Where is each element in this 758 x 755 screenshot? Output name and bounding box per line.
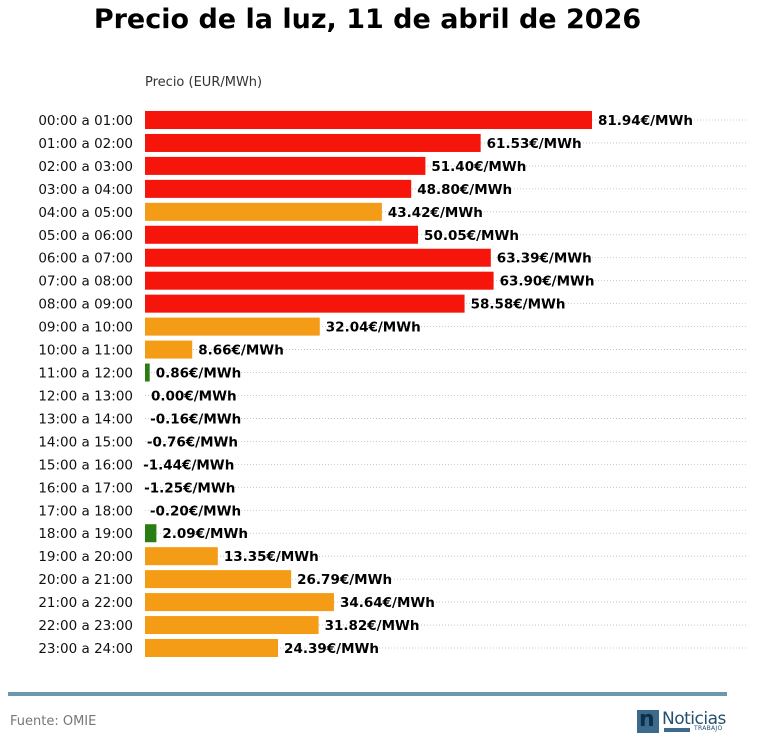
- value-label: 81.94€/MWh: [598, 113, 693, 129]
- category-label: 20:00 a 21:00: [38, 572, 133, 588]
- category-label: 22:00 a 23:00: [38, 618, 133, 634]
- value-label: 26.79€/MWh: [297, 572, 392, 588]
- value-label: 43.42€/MWh: [388, 205, 483, 221]
- value-label: 63.90€/MWh: [500, 274, 595, 290]
- bar: [145, 179, 412, 198]
- category-label: 12:00 a 13:00: [38, 388, 133, 404]
- category-label: 21:00 a 22:00: [38, 595, 133, 611]
- value-label: 31.82€/MWh: [325, 618, 420, 634]
- category-label: 23:00 a 24:00: [38, 641, 133, 657]
- category-label: 03:00 a 04:00: [38, 182, 133, 198]
- bar: [145, 363, 150, 382]
- category-label: 00:00 a 01:00: [38, 113, 133, 129]
- category-label: 09:00 a 10:00: [38, 320, 133, 336]
- chart-title: Precio de la luz, 11 de abril de 2026: [93, 4, 642, 35]
- category-label: 17:00 a 18:00: [38, 503, 133, 519]
- bar: [145, 593, 334, 612]
- bar: [145, 294, 465, 313]
- value-label: 34.64€/MWh: [340, 595, 435, 611]
- bar: [145, 639, 279, 657]
- logo-underline: [664, 728, 690, 732]
- bars: [145, 111, 592, 657]
- bar-chart: Precio (EUR/MWh) 00:00 a 01:00 01:00 a 02…: [38, 75, 748, 657]
- bar: [145, 133, 481, 152]
- category-label: 19:00 a 20:00: [38, 549, 133, 565]
- bar: [145, 156, 426, 175]
- logo-subtitle: TRABAJO: [694, 725, 723, 732]
- logo-name: Noticias: [662, 709, 726, 729]
- category-label: 06:00 a 07:00: [38, 251, 133, 267]
- bar: [145, 248, 491, 267]
- category-label: 18:00 a 19:00: [38, 526, 133, 542]
- value-label: 50.05€/MWh: [424, 228, 519, 244]
- category-label: 14:00 a 15:00: [38, 434, 133, 450]
- value-label: 24.39€/MWh: [284, 641, 379, 657]
- value-label: -0.20€/MWh: [150, 503, 241, 519]
- bar: [145, 271, 494, 290]
- value-label: -1.44€/MWh: [143, 457, 234, 473]
- bar: [145, 570, 292, 589]
- category-labels: 00:00 a 01:00 01:00 a 02:00 02:00 a 03:00 0…: [38, 113, 133, 657]
- value-label: 61.53€/MWh: [487, 136, 582, 152]
- value-label: -0.16€/MWh: [150, 411, 241, 427]
- logo-icon: n: [637, 707, 659, 733]
- bar: [145, 547, 218, 566]
- category-label: 16:00 a 17:00: [38, 480, 133, 496]
- bar: [145, 202, 382, 221]
- value-label: 51.40€/MWh: [431, 159, 526, 175]
- value-label: 32.04€/MWh: [326, 320, 421, 336]
- value-label: 0.86€/MWh: [156, 366, 242, 382]
- bar: [145, 111, 592, 129]
- category-label: 01:00 a 02:00: [38, 136, 133, 152]
- value-label: -1.25€/MWh: [144, 480, 235, 496]
- value-label: 58.58€/MWh: [471, 297, 566, 313]
- category-label: 11:00 a 12:00: [38, 366, 133, 382]
- value-label: 2.09€/MWh: [162, 526, 248, 542]
- bar: [145, 616, 319, 635]
- category-label: 13:00 a 14:00: [38, 411, 133, 427]
- category-label: 07:00 a 08:00: [38, 274, 133, 290]
- category-label: 15:00 a 16:00: [38, 457, 133, 473]
- footer-divider: [8, 692, 727, 696]
- category-label: 10:00 a 11:00: [38, 343, 133, 359]
- bar: [145, 340, 193, 359]
- value-labels: 81.94€/MWh 61.53€/MWh 51.40€/MWh 48.80€/MWh…: [143, 113, 693, 657]
- bar: [145, 524, 157, 543]
- value-label: 48.80€/MWh: [417, 182, 512, 198]
- value-label: 13.35€/MWh: [224, 549, 319, 565]
- bar: [145, 317, 320, 336]
- value-label: -0.76€/MWh: [147, 434, 238, 450]
- x-axis-label: Precio (EUR/MWh): [145, 75, 262, 90]
- value-label: 0.00€/MWh: [151, 388, 237, 404]
- value-label: 8.66€/MWh: [198, 343, 284, 359]
- category-label: 04:00 a 05:00: [38, 205, 133, 221]
- noticias-trabajo-logo: n Noticias TRABAJO: [637, 707, 729, 734]
- category-label: 02:00 a 03:00: [38, 159, 133, 175]
- bar: [145, 225, 419, 244]
- source-note: Fuente: OMIE: [10, 714, 97, 729]
- category-label: 08:00 a 09:00: [38, 297, 133, 313]
- value-label: 63.39€/MWh: [497, 251, 592, 267]
- gridlines: [145, 119, 748, 649]
- category-label: 05:00 a 06:00: [38, 228, 133, 244]
